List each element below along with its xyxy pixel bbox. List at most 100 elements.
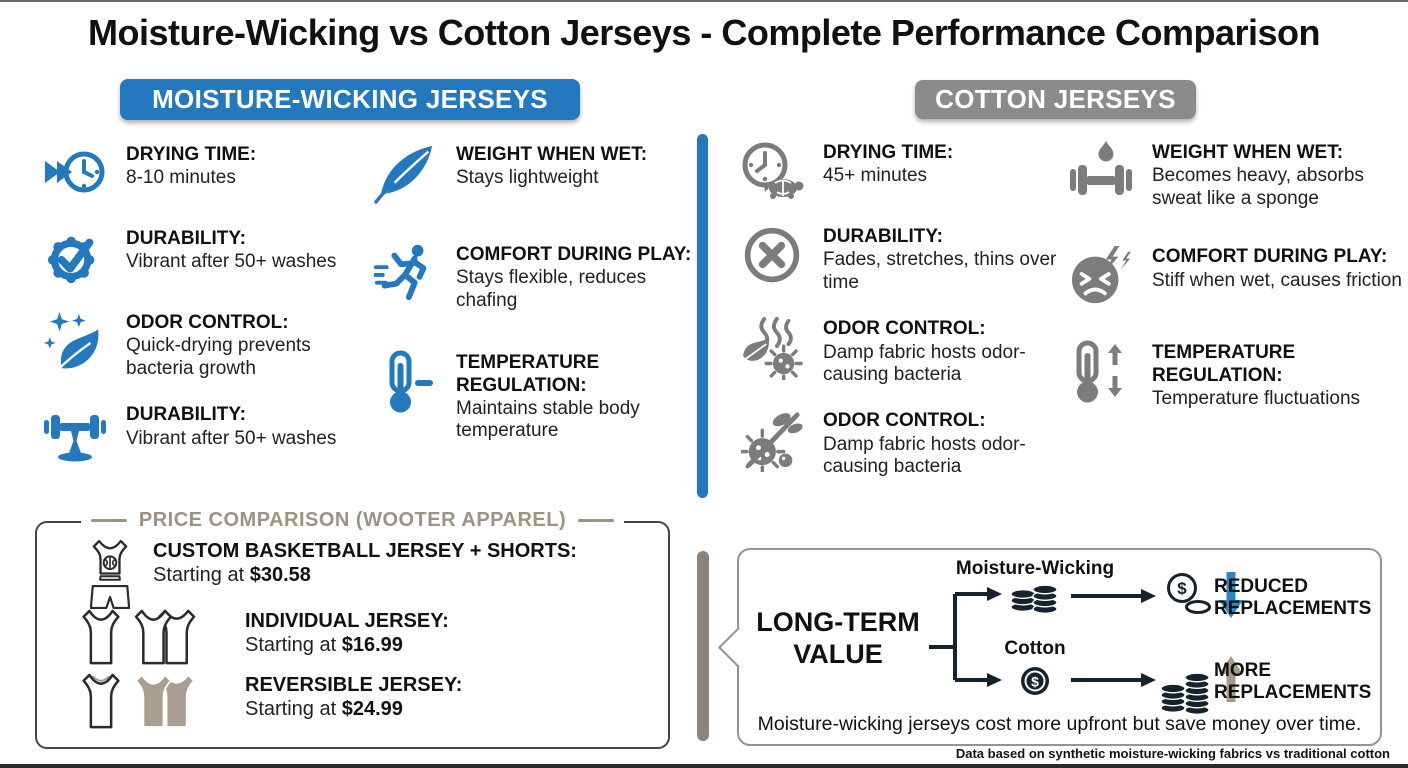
data-source-note: Data based on synthetic moisture-wicking…	[955, 746, 1390, 761]
coins-tall-icon	[1160, 672, 1210, 715]
cotton-column-c: DRYING TIME: 45+ minutes DURABILITY: Fad…	[735, 140, 1057, 479]
basketball-jersey-and-shorts-icon	[81, 539, 139, 610]
price-item-label: REVERSIBLE JERSEY:	[245, 674, 463, 696]
top-border	[0, 0, 1408, 2]
dumbbell-droplet-icon	[1064, 140, 1138, 202]
item-drying-time: DRYING TIME: 8-10 minutes	[38, 142, 360, 204]
header-moisture-wicking: MOISTURE-WICKING JERSEYS	[120, 79, 580, 120]
item-label: ODOR CONTROL:	[823, 410, 986, 432]
reversible-jerseys-icon	[81, 673, 231, 729]
thermometer-icon	[368, 350, 442, 416]
branch-label-moisture: Moisture-Wicking	[955, 558, 1115, 579]
runner-icon	[368, 242, 442, 304]
item-label: TEMPERATURE REGULATION:	[1152, 342, 1296, 386]
svg-text:$: $	[1031, 674, 1039, 690]
branch-connector-lines	[929, 592, 1141, 682]
item-desc: Temperature fluctuations	[1152, 388, 1361, 410]
moisture-column-b: WEIGHT WHEN WET: Stays lightweight COMFO…	[368, 142, 698, 443]
svg-text:$: $	[1177, 579, 1187, 598]
check-badge-icon	[38, 226, 112, 288]
item-label: TEMPERATURE REGULATION:	[456, 352, 600, 396]
item-desc: 8-10 minutes	[126, 167, 236, 189]
item-label: DURABILITY:	[126, 404, 246, 426]
item-label: WEIGHT WHEN WET:	[456, 144, 648, 165]
bottom-border	[0, 764, 1408, 768]
price-prefix: Starting at	[245, 634, 342, 656]
value-box-caption: Moisture-wicking jerseys cost more upfro…	[757, 713, 1362, 735]
thermometer-arrows-icon	[1064, 340, 1138, 406]
value-box-title: LONG-TERM VALUE	[756, 607, 920, 670]
price-item-desc: Starting at $30.58	[153, 563, 577, 588]
long-term-value-box: $ $ LONG-TERM VALUE Moisture-Wickin	[717, 548, 1382, 746]
item-desc: Quick-drying prevents bacteria growth	[126, 335, 311, 379]
branch-result-more: MORE REPLACEMENTS	[1214, 660, 1372, 704]
item-weight-when-wet: WEIGHT WHEN WET: Stays lightweight	[368, 142, 698, 204]
item-label: ODOR CONTROL:	[823, 318, 986, 340]
x-circle-icon	[735, 224, 809, 286]
item-desc: Stays flexible, reduces chafing	[456, 267, 647, 311]
item-desc: Damp fabric hosts odor-causing bacteria	[823, 341, 1026, 386]
feather-icon	[368, 142, 442, 204]
price-row-individual: INDIVIDUAL JERSEY: Starting at $16.99	[81, 609, 449, 665]
sparkle-leaf-icon	[38, 310, 112, 372]
price-item-label: INDIVIDUAL JERSEY:	[245, 610, 449, 632]
arrowheads	[987, 587, 1156, 687]
moisture-column-a: DRYING TIME: 8-10 minutes DURABILITY: Vi…	[38, 142, 360, 464]
item-label: ODOR CONTROL:	[126, 312, 289, 333]
steam-leaf-germ-icon	[735, 316, 809, 381]
price-box-title-row: PRICE COMPARISON (WOOTER APPAREL)	[37, 509, 668, 532]
value-section-divider	[697, 551, 709, 741]
price-prefix: Starting at	[245, 698, 342, 720]
item-label: COMFORT DURING PLAY:	[1152, 246, 1388, 268]
item-desc: Stiff when wet, causes friction	[1152, 269, 1402, 291]
price-item-label: CUSTOM BASKETBALL JERSEY + SHORTS:	[153, 540, 577, 562]
legend-dash-right	[578, 519, 615, 522]
item-desc: 45+ minutes	[823, 165, 928, 187]
header-cotton: COTTON JERSEYS	[915, 80, 1196, 119]
item-temperature: TEMPERATURE REGULATION: Maintains stable…	[368, 350, 698, 443]
page-title: Moisture-Wicking vs Cotton Jerseys - Com…	[88, 12, 1320, 53]
item-drying-time: DRYING TIME: 45+ minutes	[735, 140, 1057, 202]
coins-small-icon	[1010, 584, 1058, 614]
item-label: DURABILITY:	[126, 228, 246, 249]
germ-crossed-icon	[735, 408, 809, 473]
price-row-reversible: REVERSIBLE JERSEY: Starting at $24.99	[81, 673, 462, 729]
branch-result-reduced: REDUCED REPLACEMENTS	[1214, 576, 1372, 620]
two-jerseys-icon	[81, 609, 231, 665]
item-label: WEIGHT WHEN WET:	[1152, 142, 1344, 163]
turtle-clock-icon	[735, 140, 809, 202]
item-desc: Damp fabric hosts odor-causing bacteria	[823, 433, 1026, 478]
pained-face-icon	[1064, 244, 1138, 306]
price-box-title: PRICE COMPARISON (WOOTER APPAREL)	[138, 509, 567, 531]
weight-bench-icon	[38, 402, 112, 464]
price-value: $16.99	[341, 634, 403, 656]
price-row-custom-set: CUSTOM BASKETBALL JERSEY + SHORTS: Start…	[81, 539, 577, 610]
item-comfort: COMFORT DURING PLAY: Stiff when wet, cau…	[1064, 244, 1402, 306]
item-durability: DURABILITY: Fades, stretches, thins over…	[735, 224, 1057, 294]
value-flow-diagram: $ $	[929, 572, 1243, 715]
item-desc: Maintains stable body temperature	[456, 398, 640, 442]
item-comfort: COMFORT DURING PLAY: Stays flexible, red…	[368, 242, 698, 312]
branch-label-cotton: Cotton	[1004, 638, 1066, 659]
legend-dash-left	[90, 519, 127, 522]
price-value: $30.58	[249, 564, 311, 586]
blue-down-arrow-icon	[1219, 572, 1243, 618]
item-desc: Stays lightweight	[456, 167, 599, 189]
item-desc: Vibrant after 50+ washes	[126, 427, 337, 449]
item-odor-control-2: ODOR CONTROL: Damp fabric hosts odor-cau…	[735, 408, 1057, 478]
cotton-column-d: WEIGHT WHEN WET: Becomes heavy, absorbs …	[1064, 140, 1402, 410]
item-weight-when-wet: WEIGHT WHEN WET: Becomes heavy, absorbs …	[1064, 140, 1402, 210]
item-desc: Vibrant after 50+ washes	[126, 251, 337, 273]
item-odor-control: ODOR CONTROL: Damp fabric hosts odor-cau…	[735, 316, 1057, 386]
item-label: COMFORT DURING PLAY:	[456, 244, 692, 265]
price-comparison-box: PRICE COMPARISON (WOOTER APPAREL) CUSTOM…	[35, 509, 670, 749]
price-prefix: Starting at	[153, 564, 250, 586]
item-desc: Fades, stretches, thins over time	[823, 249, 1057, 293]
dollar-coin-outline-icon: $	[1167, 573, 1211, 614]
fast-clock-icon	[38, 142, 112, 204]
item-temperature: TEMPERATURE REGULATION: Temperature fluc…	[1064, 340, 1402, 410]
item-desc: Becomes heavy, absorbs sweat like a spon…	[1152, 165, 1364, 209]
item-label: DRYING TIME:	[126, 144, 257, 165]
item-label: DURABILITY:	[823, 226, 943, 247]
